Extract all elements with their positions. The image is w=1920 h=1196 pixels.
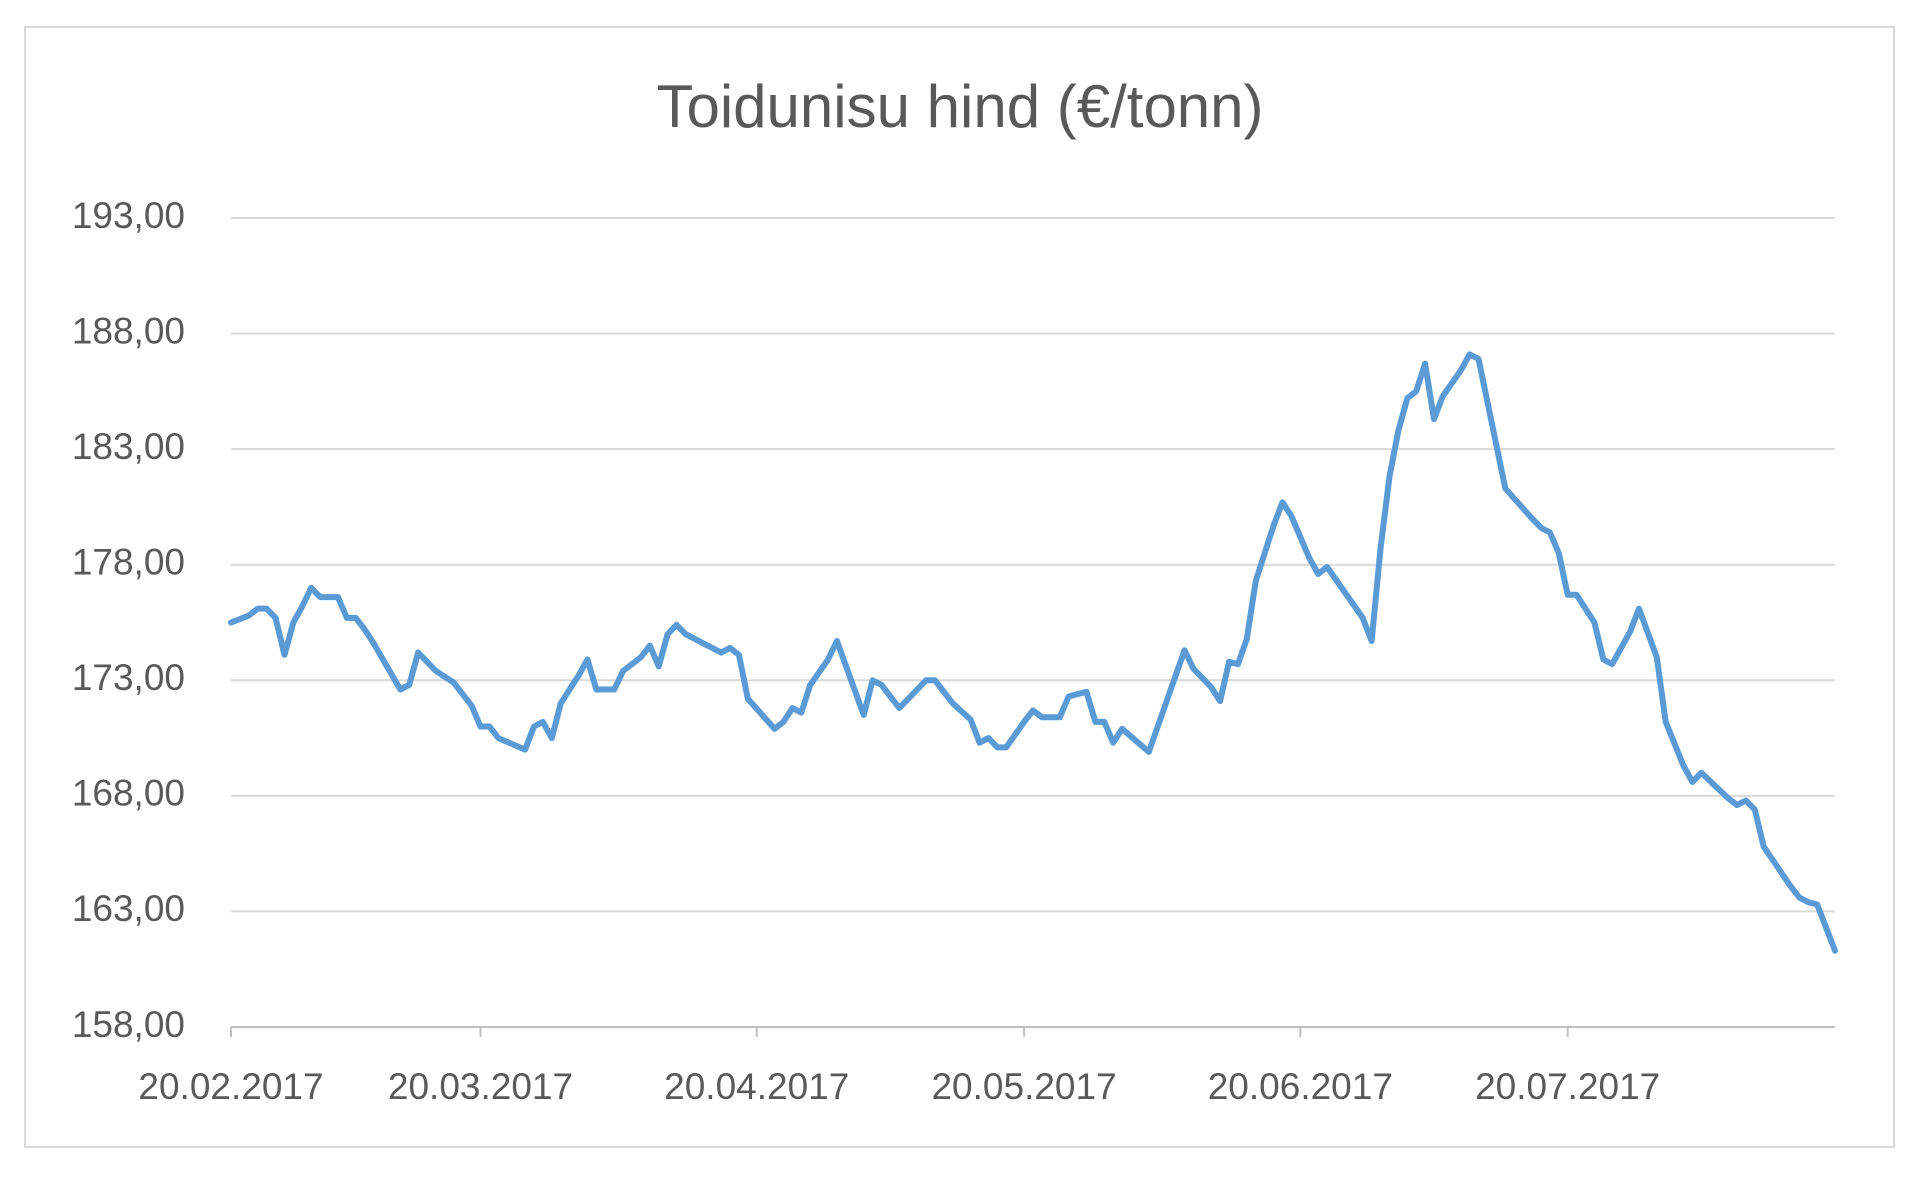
y-tick-label: 183,00	[72, 426, 185, 467]
y-tick-label: 178,00	[72, 541, 185, 582]
x-tick-label: 20.02.2017	[138, 1066, 323, 1107]
x-tick-label: 20.05.2017	[931, 1066, 1116, 1107]
y-tick-label: 168,00	[72, 773, 185, 814]
price-line	[228, 351, 1838, 954]
y-tick-label: 188,00	[72, 310, 185, 351]
chart-border	[24, 26, 1895, 1148]
x-tick-label: 20.03.2017	[388, 1066, 573, 1107]
y-tick-label: 173,00	[72, 657, 185, 698]
y-tick-label: 193,00	[72, 195, 185, 236]
x-tick-label: 20.07.2017	[1475, 1066, 1660, 1107]
chart-title: Toidunisu hind (€/tonn)	[656, 73, 1263, 140]
y-tick-label: 158,00	[72, 1004, 185, 1045]
x-tick-label: 20.04.2017	[664, 1066, 849, 1107]
x-tick-label: 20.06.2017	[1208, 1066, 1393, 1107]
y-tick-label: 163,00	[72, 888, 185, 929]
